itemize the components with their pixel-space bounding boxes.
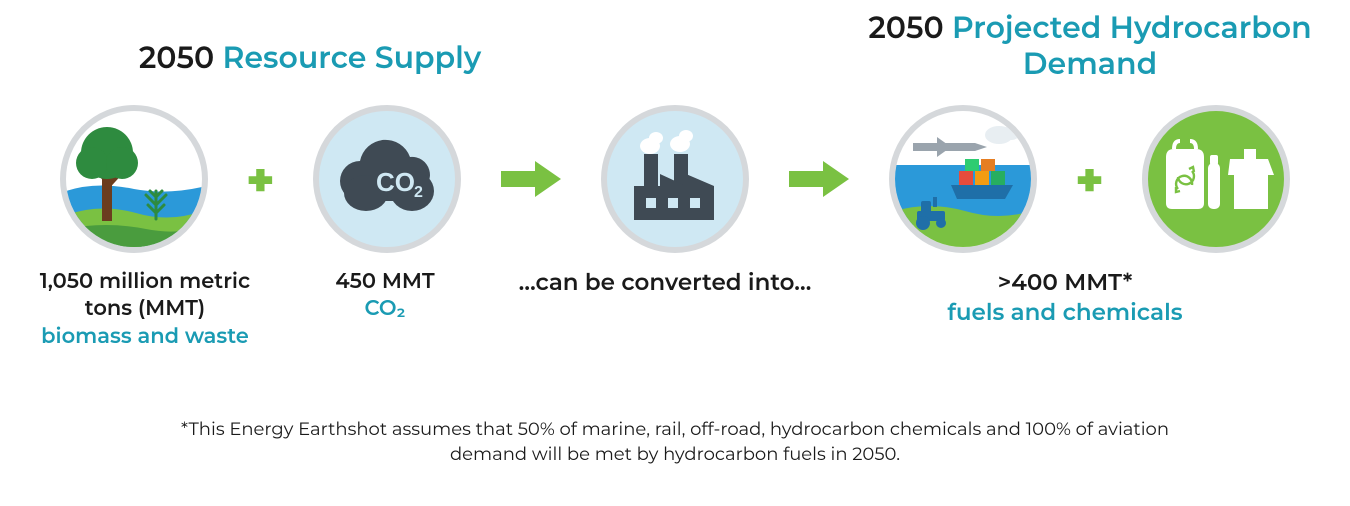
heading-left-teal: Resource Supply	[222, 39, 481, 76]
co2-circle: CO 2	[313, 105, 461, 253]
infographic-row: + CO 2	[60, 105, 1290, 253]
fuels-caption-teal: fuels and chemicals	[947, 298, 1182, 326]
conversion-caption: …can be converted into…	[500, 268, 830, 298]
co2-caption-teal: CO₂	[364, 296, 405, 321]
conversion-caption-dark: …can be converted into…	[519, 268, 812, 296]
co2-caption: 450 MMT CO₂	[300, 268, 470, 323]
factory-icon	[620, 124, 730, 234]
products-icon	[1156, 129, 1276, 229]
biomass-caption-teal: biomass and waste	[41, 324, 249, 349]
arrow-icon	[499, 159, 563, 199]
fuels-caption-dark: >400 MMT*	[998, 268, 1133, 296]
heading-right-dark: 2050	[868, 9, 952, 46]
arrow-icon	[787, 159, 851, 199]
products-circle	[1142, 105, 1290, 253]
plus-icon: +	[246, 151, 275, 208]
heading-resource-supply: 2050 Resource Supply	[70, 40, 550, 76]
biomass-caption-dark: 1,050 million metric tons (MMT)	[40, 269, 250, 321]
footnote-text: *This Energy Earthshot assumes that 50% …	[0, 417, 1350, 466]
factory-circle	[601, 105, 749, 253]
transport-icon	[895, 111, 1031, 247]
heading-hydrocarbon-demand: 2050 Projected Hydrocarbon Demand	[860, 10, 1320, 82]
co2-cloud-icon: CO 2	[332, 139, 442, 219]
heading-right-teal: Projected Hydrocarbon Demand	[952, 9, 1312, 82]
fuels-caption: >400 MMT* fuels and chemicals	[920, 268, 1210, 328]
svg-text:CO: CO	[376, 167, 415, 197]
heading-left-dark: 2050	[139, 39, 223, 76]
biomass-circle	[60, 105, 208, 253]
tree-water-icon	[66, 111, 202, 247]
svg-text:2: 2	[414, 184, 423, 201]
biomass-caption: 1,050 million metric tons (MMT) biomass …	[35, 268, 255, 350]
co2-caption-dark: 450 MMT	[335, 269, 434, 294]
transport-circle	[889, 105, 1037, 253]
plus-icon: +	[1075, 151, 1104, 208]
